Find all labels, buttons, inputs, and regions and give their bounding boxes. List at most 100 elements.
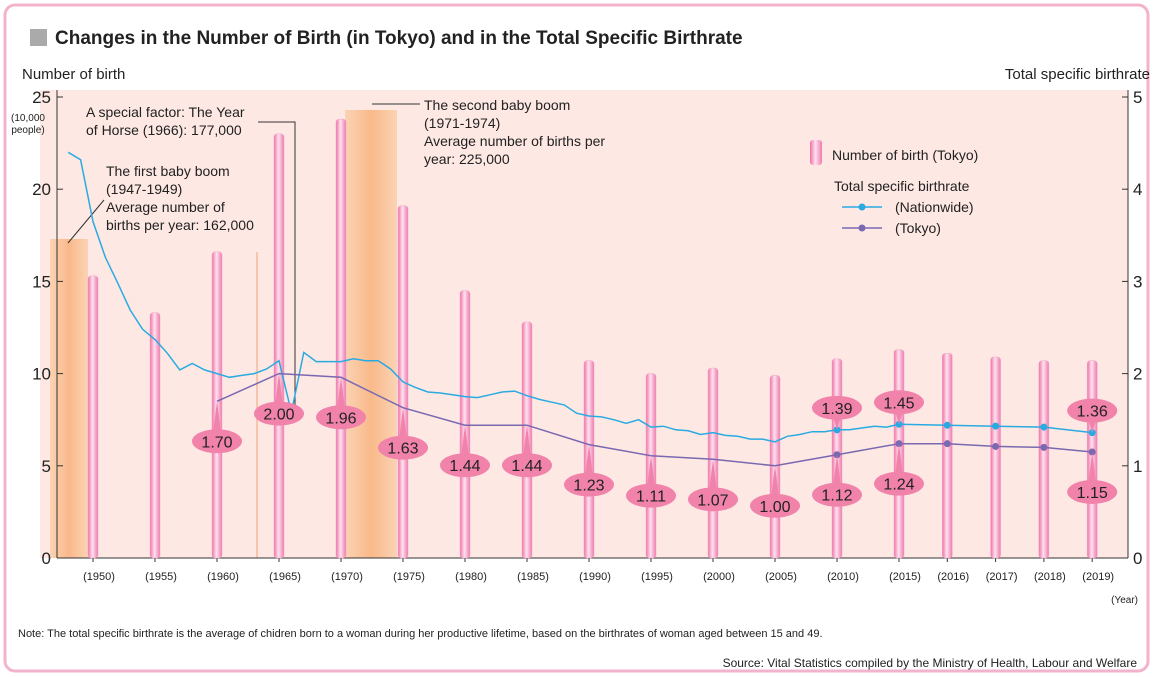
label-bubble <box>1067 398 1118 423</box>
data-label: 1.44 <box>511 458 542 475</box>
label-bubble <box>750 493 800 518</box>
annotation: births per year: 162,000 <box>106 217 254 233</box>
annotation: (1971-1974) <box>424 115 500 131</box>
legend-label: Number of birth (Tokyo) <box>832 147 978 163</box>
label-pointer <box>709 459 717 492</box>
legend-label: (Tokyo) <box>895 220 941 236</box>
x-tick-label: (2005) <box>765 571 797 583</box>
legend-title: Total specific birthrate <box>834 178 970 194</box>
point <box>1040 423 1048 431</box>
label-bubble <box>626 483 676 508</box>
label-pointer <box>1088 451 1097 484</box>
data-label: 1.36 <box>1077 404 1108 421</box>
label-bubble <box>192 429 242 454</box>
source: Source: Vital Statistics compiled by the… <box>723 656 1138 670</box>
bar <box>942 353 953 559</box>
bar <box>990 356 1001 559</box>
label-bubble <box>378 435 428 460</box>
y-axis-unit: people) <box>11 125 44 136</box>
label-bubble <box>1067 479 1118 504</box>
y-tick-label: 5 <box>42 457 51 476</box>
y2-tick-label: 1 <box>1133 457 1142 476</box>
data-label: 1.39 <box>821 401 852 418</box>
x-tick-label: (2017) <box>986 571 1018 583</box>
y2-tick-label: 0 <box>1133 549 1142 568</box>
y-tick-label: 25 <box>32 88 51 107</box>
bar <box>87 275 99 559</box>
annotation: Average number of births per <box>424 133 605 149</box>
label-pointer <box>771 465 779 498</box>
x-tick-label: (1985) <box>517 571 549 583</box>
x-tick-label: (1960) <box>207 571 239 583</box>
point <box>943 421 951 429</box>
label-bubble <box>502 453 552 478</box>
label-bubble <box>688 487 738 512</box>
label-bubble <box>316 405 366 430</box>
y-axis-label: Number of birth <box>22 66 125 83</box>
data-label: 1.11 <box>636 489 666 506</box>
x-axis-label: (Year) <box>1111 595 1138 606</box>
x-tick-label: (1995) <box>641 571 673 583</box>
x-tick-label: (2015) <box>889 571 921 583</box>
x-tick-label: (2010) <box>827 571 859 583</box>
y2-tick-label: 5 <box>1133 88 1142 107</box>
annotation-leaders <box>67 103 420 410</box>
x-tick-label: (1975) <box>393 571 425 583</box>
x-tick-label: (1980) <box>455 571 487 583</box>
label-pointer <box>585 444 593 477</box>
leader-line <box>67 199 105 244</box>
y-tick-label: 15 <box>32 272 51 291</box>
x-tick-label: (2018) <box>1034 571 1066 583</box>
annotation: A special factor: The Year <box>86 104 245 120</box>
x-tick-label: (1990) <box>579 571 611 583</box>
leader-line <box>258 121 296 410</box>
data-label: 1.15 <box>1077 485 1108 502</box>
y2-tick-label: 2 <box>1133 365 1142 384</box>
label-bubble <box>440 453 490 478</box>
y-tick-label: 0 <box>42 549 51 568</box>
y2-axis-label: Total specific birthrate <box>1005 66 1150 83</box>
x-tick-label: (1965) <box>269 571 301 583</box>
x-tick-label: (2000) <box>703 571 735 583</box>
x-tick-label: (2019) <box>1082 571 1114 583</box>
label-pointer <box>895 443 903 476</box>
label-bubble <box>874 390 924 415</box>
label-bubble <box>564 472 614 497</box>
label-pointer <box>337 377 345 410</box>
label-pointer <box>833 454 841 487</box>
label-bubble <box>874 471 924 496</box>
legend-label: (Nationwide) <box>895 199 974 215</box>
data-label: 1.63 <box>387 441 418 458</box>
label-bubble <box>254 401 304 426</box>
chart-title: Changes in the Number of Birth (in Tokyo… <box>55 28 743 49</box>
annotation: The first baby boom <box>106 163 230 179</box>
x-tick-label: (1955) <box>145 571 177 583</box>
label-pointer <box>461 425 469 458</box>
y2-tick-label: 3 <box>1133 272 1142 291</box>
annotation: of Horse (1966): 177,000 <box>86 122 242 138</box>
bar <box>1038 360 1050 559</box>
x-tick-label: (2016) <box>937 571 969 583</box>
note: Note: The total specific birthrate is th… <box>18 628 823 640</box>
baby-boom-band <box>50 239 88 558</box>
baby-boom-band <box>345 110 397 558</box>
data-label: 1.07 <box>697 492 728 509</box>
data-label: 1.00 <box>759 499 790 516</box>
annotation: Average number of <box>106 199 225 215</box>
y-axis-unit: (10,000 <box>11 113 45 124</box>
point <box>992 422 1000 430</box>
label-pointer <box>213 401 221 434</box>
point <box>1040 443 1048 451</box>
legend-dot <box>858 203 866 211</box>
x-tick-label: (1950) <box>83 571 115 583</box>
x-tick-label: (1970) <box>331 571 363 583</box>
data-label: 1.70 <box>201 434 232 451</box>
label-pointer <box>647 455 655 488</box>
label-bubble <box>812 482 862 507</box>
label-bubble <box>812 395 862 420</box>
line <box>216 372 1093 467</box>
label-pointer <box>399 407 407 440</box>
y-tick-label: 20 <box>32 180 51 199</box>
